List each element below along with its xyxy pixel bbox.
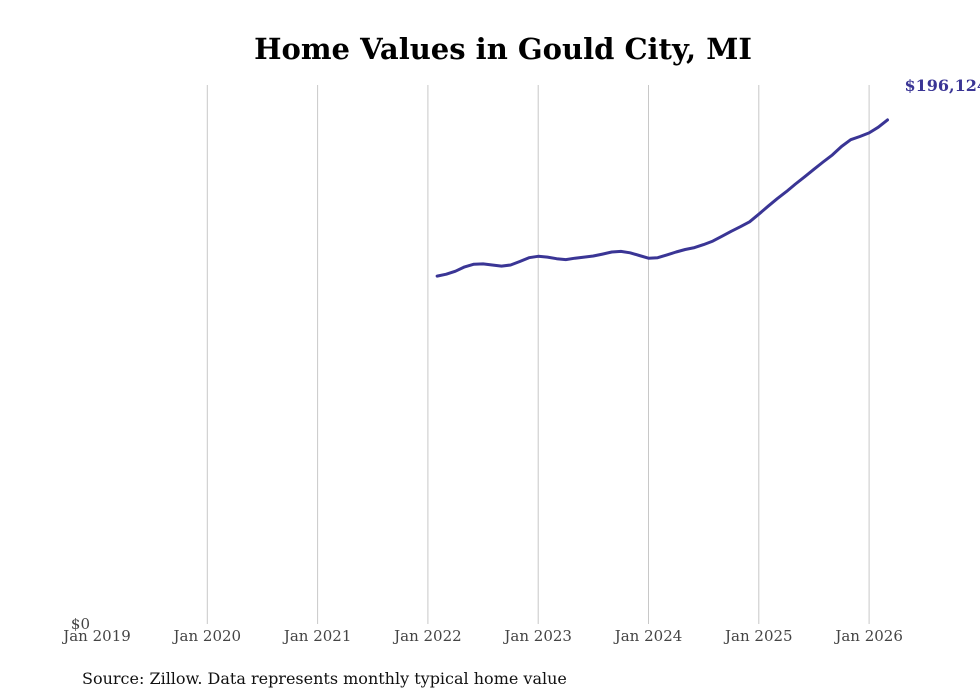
series-line-home-value [435,118,889,278]
x-tick-label-jan-2019: Jan 2019 [61,627,131,645]
x-tick-label-jan-2023: Jan 2023 [502,627,572,645]
y-axis-zero-label: $0 [71,615,90,633]
x-tick-label-jan-2021: Jan 2021 [282,627,352,645]
x-tick-label-jan-2025: Jan 2025 [723,627,793,645]
series-end-value-label: $196,124 [905,76,980,95]
x-tick-label-jan-2024: Jan 2024 [613,627,683,645]
grid-lines [206,85,870,624]
x-tick-label-jan-2026: Jan 2026 [833,627,903,645]
x-tick-label-jan-2022: Jan 2022 [392,627,462,645]
x-tick-label-jan-2020: Jan 2020 [172,627,242,645]
chart-title: Home Values in Gould City, MI [254,32,752,66]
x-axis-ticks: Jan 2019 Jan 2020 Jan 2021 Jan 2022 Jan 2023… [61,627,903,645]
source-note: Source: Zillow. Data represents monthly … [82,669,567,688]
